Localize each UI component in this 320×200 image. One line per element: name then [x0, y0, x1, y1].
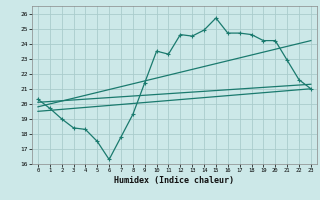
X-axis label: Humidex (Indice chaleur): Humidex (Indice chaleur): [115, 176, 234, 185]
